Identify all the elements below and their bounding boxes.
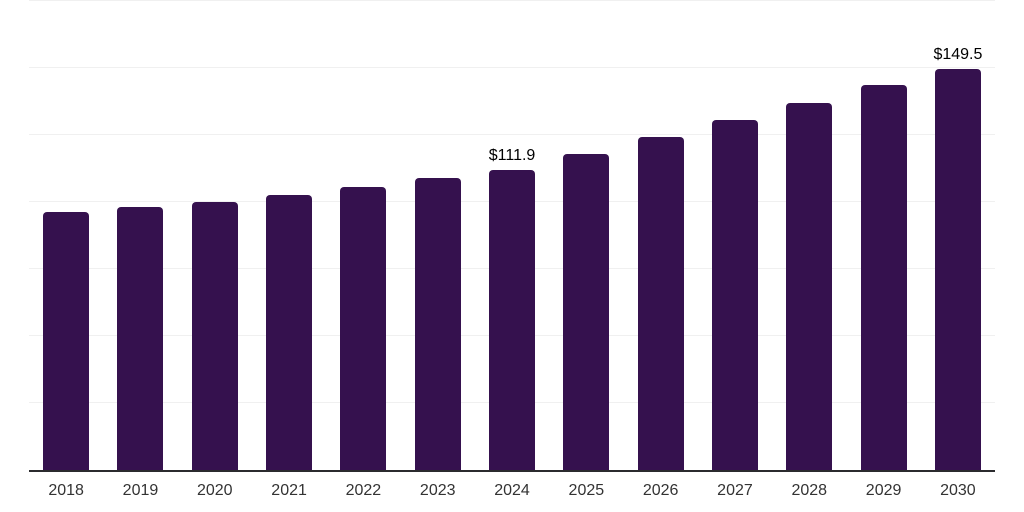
bar-2021 — [266, 194, 313, 470]
plot-area: $111.9 $149.5 — [29, 0, 995, 472]
x-axis-label-2023: 2023 — [419, 482, 456, 499]
bar-2020 — [191, 202, 238, 470]
bar-slot-2028 — [772, 1, 846, 470]
x-axis-label-2029: 2029 — [865, 482, 902, 499]
gridline-175 — [29, 0, 995, 1]
bar-slot-2030: $149.5 — [921, 1, 995, 470]
bar-2025 — [563, 154, 610, 470]
x-axis-label-2024: 2024 — [494, 482, 530, 499]
bar-2019 — [117, 207, 164, 470]
bar-2026 — [637, 136, 684, 470]
data-label-2030: $149.5 — [933, 46, 983, 64]
x-axis-label-2027: 2027 — [717, 482, 753, 499]
x-axis: 2018 2019 2020 2021 2022 2023 2024 2025 2026 2027… — [29, 482, 995, 500]
bars-row: $111.9 $149.5 — [29, 1, 995, 470]
gridline-125 — [29, 134, 995, 135]
bar-2023 — [414, 178, 461, 470]
bar-slot-2024: $111.9 — [475, 1, 549, 470]
x-axis-label-2018: 2018 — [48, 482, 84, 499]
bar-slot-2027 — [698, 1, 772, 470]
bar-2030 — [934, 69, 981, 470]
x-axis-label-2025: 2025 — [568, 482, 605, 499]
bar-2028 — [786, 102, 833, 470]
x-axis-label-2022: 2022 — [345, 482, 382, 499]
data-label-2024: $111.9 — [488, 147, 536, 165]
bar-slot-2029 — [846, 1, 920, 470]
x-axis-label-2020: 2020 — [196, 482, 233, 499]
bar-slot-2025 — [549, 1, 623, 470]
x-axis-label-2028: 2028 — [791, 482, 828, 499]
bar-2022 — [340, 187, 387, 470]
bar-2027 — [711, 120, 758, 470]
bar-slot-2021 — [252, 1, 326, 470]
bar-2029 — [860, 85, 907, 470]
bar-slot-2020 — [178, 1, 252, 470]
bar-2018 — [43, 212, 90, 470]
x-axis-label-2021: 2021 — [271, 482, 307, 499]
bar-slot-2023 — [401, 1, 475, 470]
x-axis-label-2026: 2026 — [642, 482, 679, 499]
bar-slot-2026 — [624, 1, 698, 470]
bar-slot-2018 — [29, 1, 103, 470]
bar-slot-2022 — [326, 1, 400, 470]
x-axis-label-2030: 2030 — [940, 482, 976, 499]
gridline-150 — [29, 67, 995, 68]
bar-slot-2019 — [103, 1, 177, 470]
x-axis-label-2019: 2019 — [122, 482, 159, 499]
bar-2024 — [489, 170, 536, 470]
